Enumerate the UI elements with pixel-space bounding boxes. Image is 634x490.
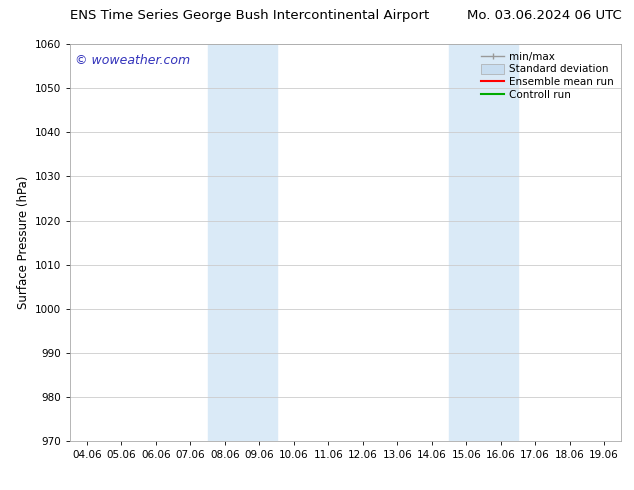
- Text: ENS Time Series George Bush Intercontinental Airport: ENS Time Series George Bush Intercontine…: [70, 9, 429, 22]
- Text: © woweather.com: © woweather.com: [75, 54, 190, 67]
- Legend: min/max, Standard deviation, Ensemble mean run, Controll run: min/max, Standard deviation, Ensemble me…: [479, 49, 616, 102]
- Text: Mo. 03.06.2024 06 UTC: Mo. 03.06.2024 06 UTC: [467, 9, 621, 22]
- Bar: [449, 44, 518, 441]
- Y-axis label: Surface Pressure (hPa): Surface Pressure (hPa): [17, 176, 30, 309]
- Bar: [207, 44, 276, 441]
